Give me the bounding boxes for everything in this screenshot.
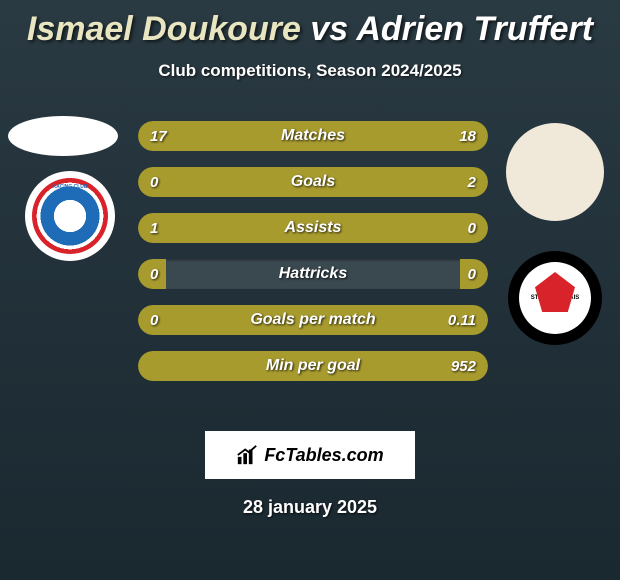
stat-value-right: 18 [459, 128, 476, 145]
vs-text: vs [310, 10, 348, 48]
stat-value-right: 2 [468, 174, 476, 191]
stat-label: Goals per match [138, 311, 488, 329]
stat-label: Goals [138, 173, 488, 191]
stat-label: Matches [138, 127, 488, 145]
stat-value-right: 0.11 [448, 312, 476, 329]
stat-value-right: 0 [468, 266, 476, 283]
player2-avatar [506, 123, 604, 221]
comparison-content: STADE RENNAIS 17Matches180Goals21Assists… [0, 111, 620, 411]
player2-name: Adrien Truffert [356, 10, 593, 48]
stat-row: 17Matches18 [138, 121, 488, 151]
player1-club-logo [25, 171, 115, 261]
stat-value-right: 0 [468, 220, 476, 237]
stat-label: Min per goal [138, 357, 488, 375]
strasbourg-logo-icon [32, 178, 108, 254]
stat-row: 0Goals per match0.11 [138, 305, 488, 335]
player2-club-logo: STADE RENNAIS [508, 251, 602, 345]
comparison-title: Ismael Doukoure vs Adrien Truffert [0, 0, 620, 49]
stat-row: 0Goals2 [138, 167, 488, 197]
brand-box: FcTables.com [205, 431, 415, 479]
stat-label: Assists [138, 219, 488, 237]
stat-row: 1Assists0 [138, 213, 488, 243]
fctables-logo-icon [236, 444, 258, 466]
brand-text: FcTables.com [264, 445, 383, 466]
date-text: 28 january 2025 [0, 497, 620, 518]
stat-label: Hattricks [138, 265, 488, 283]
subtitle: Club competitions, Season 2024/2025 [0, 61, 620, 81]
stat-row: 0Hattricks0 [138, 259, 488, 289]
player1-name: Ismael Doukoure [27, 10, 301, 48]
stats-bars: 17Matches180Goals21Assists00Hattricks00G… [138, 121, 488, 397]
rennes-logo-icon: STADE RENNAIS [519, 262, 591, 334]
player1-avatar [8, 116, 118, 156]
stat-value-right: 952 [451, 358, 476, 375]
stat-row: Min per goal952 [138, 351, 488, 381]
